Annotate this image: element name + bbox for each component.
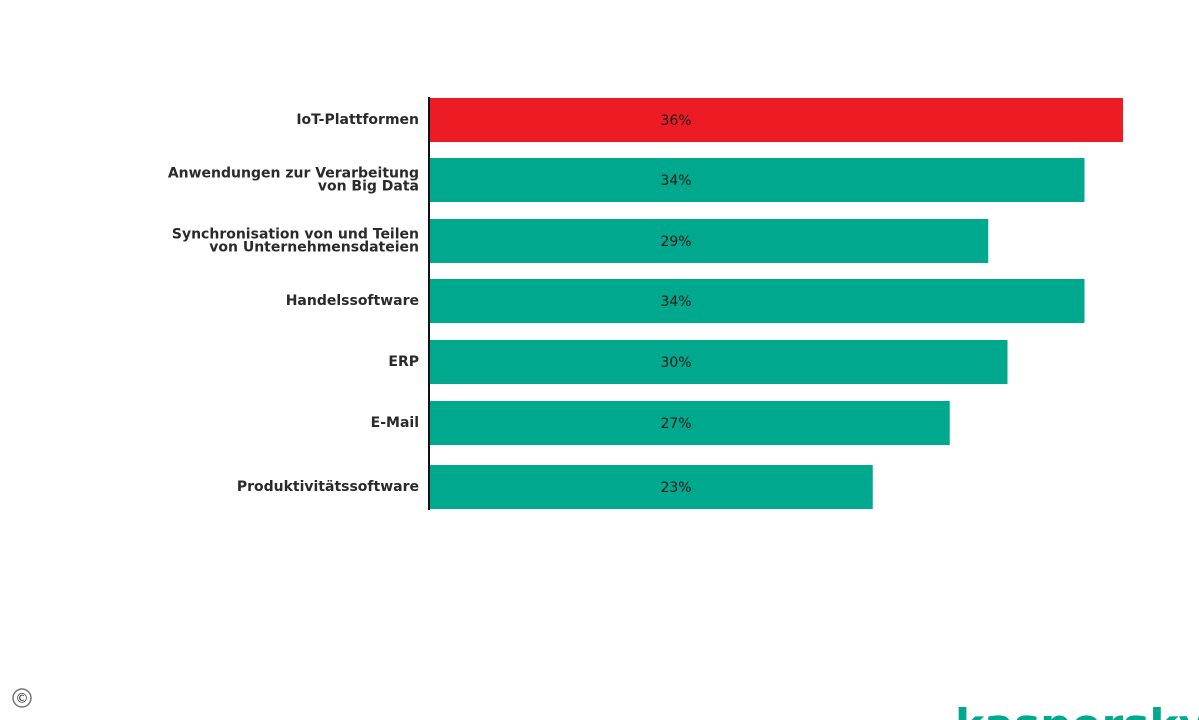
bar bbox=[430, 340, 1008, 384]
category-label: IoT-Plattformen bbox=[296, 112, 419, 128]
bar bbox=[430, 98, 1123, 142]
bar bbox=[430, 219, 989, 263]
category-label: Produktivitätssoftware bbox=[237, 479, 419, 495]
category-label: ERP bbox=[388, 354, 419, 370]
bar bbox=[430, 401, 950, 445]
category-label: Synchronisation von und Teilen von Untern… bbox=[172, 227, 419, 256]
value-label: 36% bbox=[660, 113, 691, 129]
value-label: 30% bbox=[660, 355, 691, 371]
copyright-icon bbox=[12, 688, 32, 708]
bar bbox=[430, 158, 1085, 202]
bar bbox=[430, 465, 873, 509]
value-label: 34% bbox=[660, 173, 691, 189]
category-label: Anwendungen zur Verarbeitung von Big Data bbox=[168, 166, 419, 195]
bar bbox=[430, 279, 1085, 323]
category-label: E-Mail bbox=[371, 415, 419, 431]
value-label: 34% bbox=[660, 294, 691, 310]
value-label: 27% bbox=[660, 416, 691, 432]
value-label: 29% bbox=[660, 234, 691, 250]
logo: kaspersky bbox=[955, 700, 1199, 720]
category-label: Handelssoftware bbox=[286, 293, 419, 309]
value-label: 23% bbox=[660, 480, 691, 496]
copyright: © bbox=[16, 692, 29, 707]
